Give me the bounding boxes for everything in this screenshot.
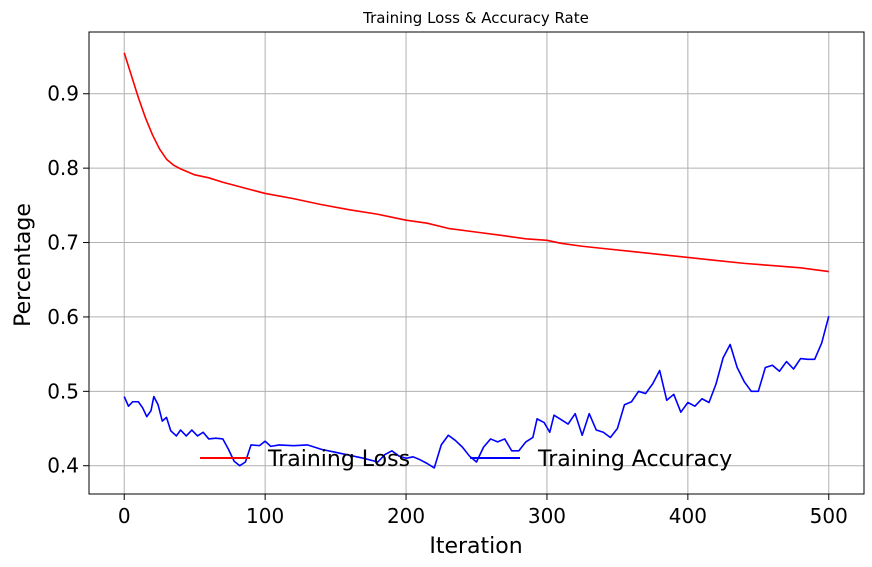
chart-title: Training Loss & Accuracy Rate: [362, 9, 589, 27]
series-line-training-loss: [123, 52, 829, 273]
series-layer: [123, 52, 830, 469]
y-axis-label: Percentage: [11, 203, 36, 327]
legend: Training Loss Training Accuracy: [200, 447, 732, 472]
series-line-training-accuracy: [123, 315, 830, 469]
y-tick-label: 0.9: [47, 82, 79, 106]
x-tick-label: 200: [387, 504, 425, 528]
y-tick-label: 0.8: [47, 156, 79, 180]
y-tick-label: 0.5: [47, 379, 79, 403]
ticks: 0 100 200 300 400 500 0.4 0.5 0.6 0.7 0.8 0.9: [47, 82, 848, 528]
legend-label-training-loss: Training Loss: [267, 447, 410, 472]
x-tick-label: 100: [246, 504, 284, 528]
x-tick-label: 300: [528, 504, 566, 528]
x-tick-label: 500: [810, 504, 848, 528]
x-axis-label: Iteration: [429, 534, 522, 559]
x-tick-label: 400: [669, 504, 707, 528]
plot-frame: [88, 31, 865, 495]
y-tick-label: 0.4: [47, 454, 79, 478]
y-tick-label: 0.7: [47, 231, 79, 255]
grid: [89, 32, 864, 494]
y-tick-label: 0.6: [47, 305, 79, 329]
x-tick-label: 0: [118, 504, 131, 528]
legend-label-training-accuracy: Training Accuracy: [537, 447, 732, 472]
